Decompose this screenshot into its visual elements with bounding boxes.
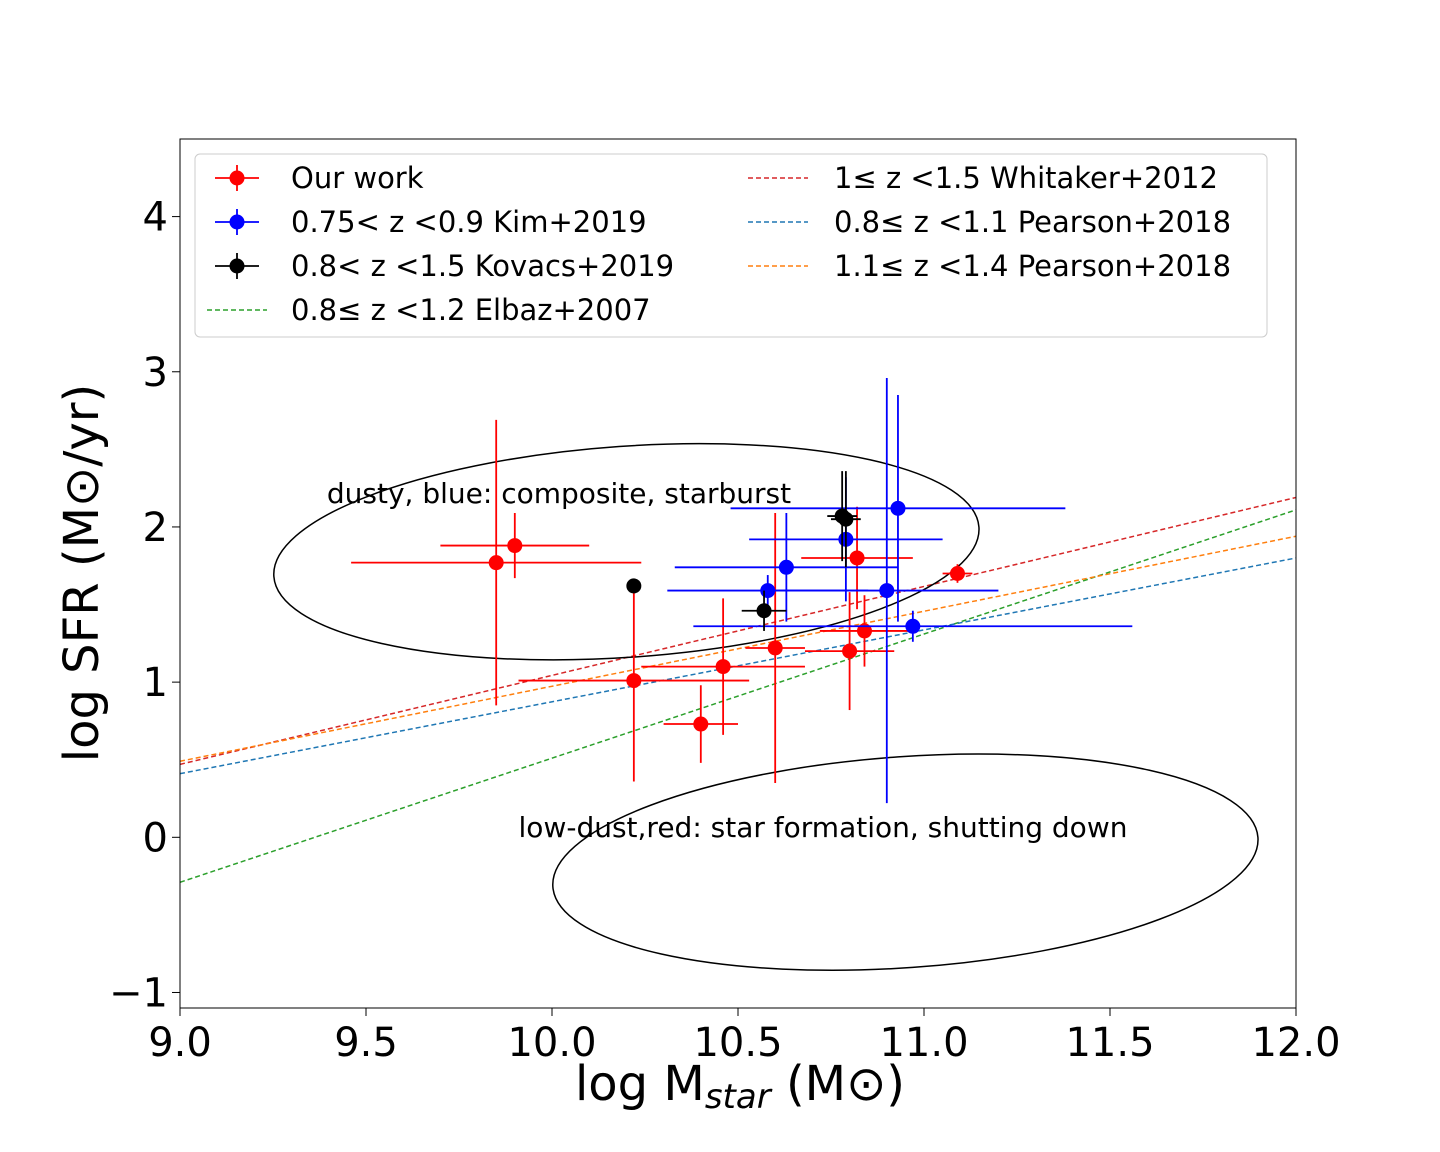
legend-entry: 0.8≤ z <1.1 Pearson+2018 xyxy=(748,205,1231,239)
data-point xyxy=(942,564,973,583)
data-point xyxy=(804,592,895,711)
data-point xyxy=(745,512,805,783)
y-tick-label: 0 xyxy=(143,815,168,861)
data-point xyxy=(663,685,738,763)
marker-0-8 xyxy=(849,550,865,566)
region-ellipse-0 xyxy=(273,442,980,661)
data-point xyxy=(730,395,1066,622)
x-tick-label: 11.0 xyxy=(879,1020,968,1066)
marker-0-3 xyxy=(693,716,709,732)
model-line-1 xyxy=(180,496,1296,766)
marker-1-4 xyxy=(890,500,906,516)
legend-entry: 0.8< z <1.5 Kovacs+2019 xyxy=(215,249,674,283)
y-tick-label: 1 xyxy=(143,660,168,706)
legend-entry: 1.1≤ z <1.4 Pearson+2018 xyxy=(748,249,1231,283)
legend-label: 1.1≤ z <1.4 Pearson+2018 xyxy=(834,249,1231,283)
legend-label: 1≤ z <1.5 Whitaker+2012 xyxy=(834,161,1218,195)
data-point xyxy=(641,598,805,735)
region-label-0: dusty, blue: composite, starburst xyxy=(327,477,791,510)
marker-0-5 xyxy=(767,640,783,656)
data-point xyxy=(440,512,590,579)
data-point xyxy=(801,506,913,610)
region-ellipse-1 xyxy=(552,753,1259,971)
x-axis-label: log Mstar (M⊙) xyxy=(575,1056,905,1117)
marker-1-1 xyxy=(778,559,794,575)
y-tick-label: −1 xyxy=(109,970,168,1016)
marker-0-4 xyxy=(715,659,731,675)
y-tick-label: 3 xyxy=(143,350,168,396)
data-point xyxy=(674,512,898,622)
legend-entry: 1≤ z <1.5 Whitaker+2012 xyxy=(748,161,1218,195)
x-tick-label: 10.0 xyxy=(507,1020,596,1066)
data-points xyxy=(351,377,1133,804)
legend-handle-marker xyxy=(229,170,245,186)
marker-0-0 xyxy=(488,555,504,571)
data-point xyxy=(831,471,861,568)
data-point xyxy=(518,579,750,782)
legend-box xyxy=(194,153,1268,338)
marker-1-5 xyxy=(905,618,921,634)
legend-handle-marker xyxy=(229,214,245,230)
data-point xyxy=(626,578,642,594)
legend-entry: Our work xyxy=(215,161,424,195)
legend-label: 0.8≤ z <1.2 Elbaz+2007 xyxy=(291,293,651,327)
x-tick-label: 9.0 xyxy=(148,1020,212,1066)
legend-entry: 0.8≤ z <1.2 Elbaz+2007 xyxy=(207,293,651,327)
model-line-0 xyxy=(180,509,1296,884)
legend: Our work 0.75< z <0.9 Kim+2019 0.8< z <1.5… xyxy=(194,153,1268,338)
y-tick-label: 2 xyxy=(143,505,168,551)
x-tick-label: 10.5 xyxy=(693,1020,782,1066)
x-tick-label: 9.5 xyxy=(334,1020,398,1066)
marker-2-1 xyxy=(756,603,772,619)
data-point xyxy=(775,377,999,804)
x-tick-label: 12.0 xyxy=(1251,1020,1340,1066)
legend-label: 0.8≤ z <1.1 Pearson+2018 xyxy=(834,205,1231,239)
x-tick-label: 11.5 xyxy=(1065,1020,1154,1066)
marker-0-6 xyxy=(842,643,858,659)
model-line-3 xyxy=(180,535,1296,763)
y-tick-label: 4 xyxy=(143,195,168,241)
marker-0-2 xyxy=(626,673,642,689)
marker-0-9 xyxy=(949,566,965,581)
legend-label: Our work xyxy=(291,161,424,195)
legend-entry: 0.75< z <0.9 Kim+2019 xyxy=(215,205,647,239)
y-axis-ticks: −1 0 1 2 3 4 xyxy=(109,195,180,1016)
legend-label: 0.75< z <0.9 Kim+2019 xyxy=(291,205,647,239)
region-label-1: low-dust,red: star formation, shutting d… xyxy=(519,811,1128,844)
data-point xyxy=(819,595,910,667)
data-point xyxy=(693,610,1133,642)
marker-0-1 xyxy=(507,538,523,554)
x-axis-ticks: 9.0 9.5 10.0 10.5 11.0 11.5 12.0 xyxy=(148,1008,1341,1066)
marker-2-0 xyxy=(626,578,642,594)
data-point xyxy=(351,419,642,706)
legend-label: 0.8< z <1.5 Kovacs+2019 xyxy=(291,249,674,283)
data-point xyxy=(741,590,787,631)
marker-2-3 xyxy=(838,511,854,527)
marker-1-0 xyxy=(760,583,776,599)
marker-0-7 xyxy=(856,623,872,639)
marker-1-3 xyxy=(879,583,895,599)
legend-handle-marker xyxy=(229,258,245,274)
y-axis-label: log SFR (M⊙/yr) xyxy=(54,384,110,763)
